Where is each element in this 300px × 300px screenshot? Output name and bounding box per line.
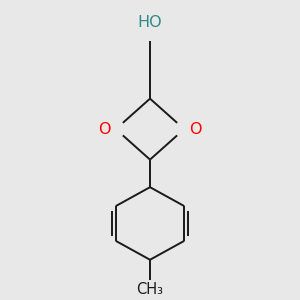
Text: O: O (189, 122, 202, 136)
Text: HO: HO (138, 15, 162, 30)
Text: CH₃: CH₃ (136, 281, 164, 296)
Text: O: O (98, 122, 111, 136)
